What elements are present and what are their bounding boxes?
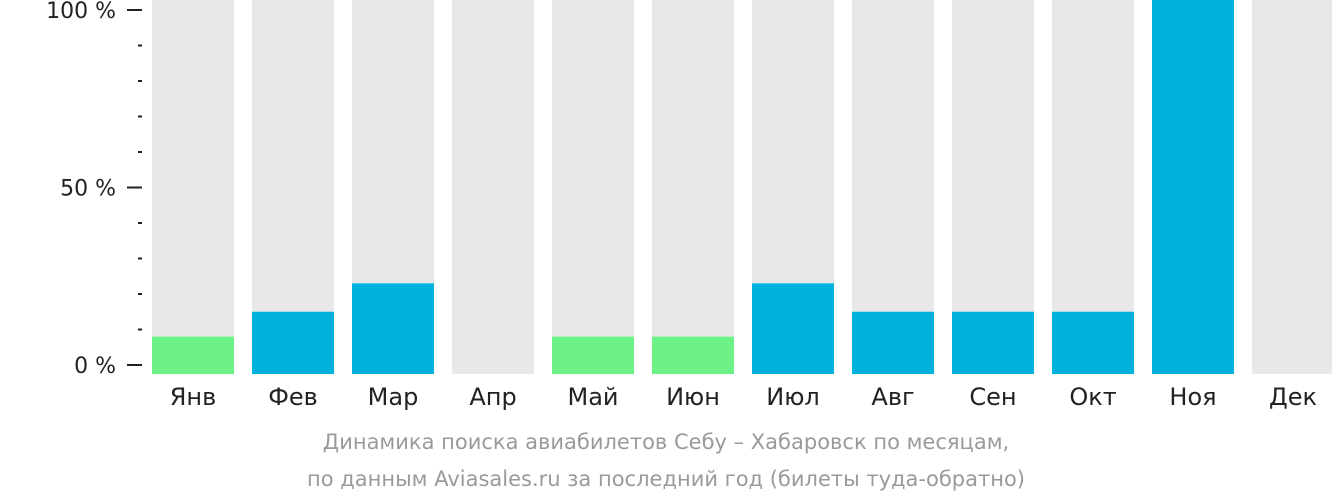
bar-background xyxy=(952,0,1034,374)
bar xyxy=(152,336,234,374)
bar xyxy=(752,283,834,374)
chart-caption-line-2: по данным Aviasales.ru за последний год … xyxy=(307,467,1025,491)
bar xyxy=(1152,0,1234,374)
y-tick-label: 100 % xyxy=(46,0,116,24)
x-tick-label: Сен xyxy=(969,383,1016,411)
bar xyxy=(852,311,934,374)
chart-caption-line-1: Динамика поиска авиабилетов Себу – Хабар… xyxy=(322,430,1010,454)
x-tick-label: Окт xyxy=(1069,383,1116,411)
bar xyxy=(652,336,734,374)
x-tick-label: Май xyxy=(567,383,618,411)
bar-background xyxy=(652,0,734,374)
x-tick-label: Июн xyxy=(666,383,720,411)
x-tick-label: Авг xyxy=(871,383,914,411)
x-tick-label: Фев xyxy=(268,383,318,411)
bar-background xyxy=(852,0,934,374)
x-axis-labels: Янв Фев Мар Апр Май Июн Июл Авг Сен Окт Ноя Дек xyxy=(170,383,1317,411)
x-tick-label: Апр xyxy=(469,383,516,411)
bar-background xyxy=(252,0,334,374)
bar xyxy=(1052,311,1134,374)
x-tick-label: Дек xyxy=(1269,383,1317,411)
bar-background xyxy=(452,0,534,374)
y-tick-label: 0 % xyxy=(74,354,116,379)
x-tick-label: Июл xyxy=(766,383,820,411)
bar-background xyxy=(552,0,634,374)
bar-background xyxy=(1252,0,1332,374)
bar xyxy=(252,311,334,374)
x-tick-label: Ноя xyxy=(1169,383,1216,411)
bar-background xyxy=(1052,0,1134,374)
y-tick-label: 50 % xyxy=(60,177,116,202)
bar xyxy=(952,311,1034,374)
bar xyxy=(352,283,434,374)
bar xyxy=(552,336,634,374)
x-tick-label: Мар xyxy=(368,383,419,411)
bar-background xyxy=(152,0,234,374)
x-tick-label: Янв xyxy=(170,383,217,411)
y-axis: 0 % 50 % 100 % xyxy=(46,0,142,379)
bars xyxy=(152,0,1332,374)
